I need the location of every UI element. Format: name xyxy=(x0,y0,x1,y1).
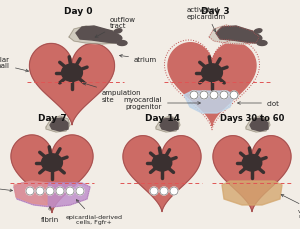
Text: Day 3: Day 3 xyxy=(201,7,229,16)
Polygon shape xyxy=(123,136,201,212)
Circle shape xyxy=(220,92,228,100)
Circle shape xyxy=(190,92,198,100)
Ellipse shape xyxy=(242,155,262,171)
Text: ampulation
site: ampulation site xyxy=(83,83,142,102)
Text: fibrin: fibrin xyxy=(41,207,59,222)
Text: vascularized
regenerate: vascularized regenerate xyxy=(281,195,300,218)
Text: new muscle,
Fgf+: new muscle, Fgf+ xyxy=(0,180,13,192)
Text: outflow
tract: outflow tract xyxy=(95,16,136,38)
Circle shape xyxy=(150,187,158,195)
Polygon shape xyxy=(250,118,268,131)
Text: atrium: atrium xyxy=(119,55,157,63)
Ellipse shape xyxy=(257,41,267,46)
Ellipse shape xyxy=(202,65,222,82)
Text: ventricular
wall: ventricular wall xyxy=(0,56,28,73)
Ellipse shape xyxy=(110,35,122,41)
Polygon shape xyxy=(222,181,282,205)
Text: Days 30 to 60: Days 30 to 60 xyxy=(220,114,284,123)
Ellipse shape xyxy=(114,30,122,34)
Ellipse shape xyxy=(61,65,82,82)
Ellipse shape xyxy=(152,155,172,171)
Polygon shape xyxy=(14,183,90,207)
Circle shape xyxy=(46,187,54,195)
Polygon shape xyxy=(216,27,259,44)
Text: Day 0: Day 0 xyxy=(64,7,92,16)
Polygon shape xyxy=(168,44,256,126)
Text: epicardial-derived
cells, Fgfr+: epicardial-derived cells, Fgfr+ xyxy=(65,200,122,224)
Circle shape xyxy=(76,187,84,195)
Ellipse shape xyxy=(254,30,262,34)
Polygon shape xyxy=(160,118,178,131)
Text: activated
epicardium: activated epicardium xyxy=(187,7,226,33)
Ellipse shape xyxy=(117,41,127,46)
Ellipse shape xyxy=(42,154,62,172)
Polygon shape xyxy=(46,117,70,132)
Text: Day 14: Day 14 xyxy=(145,114,179,123)
Polygon shape xyxy=(11,135,93,213)
Circle shape xyxy=(200,92,208,100)
Circle shape xyxy=(170,187,178,195)
Circle shape xyxy=(230,92,238,100)
Polygon shape xyxy=(209,26,259,45)
Polygon shape xyxy=(156,117,180,132)
Polygon shape xyxy=(76,27,119,44)
Circle shape xyxy=(36,187,44,195)
Polygon shape xyxy=(246,117,270,132)
Text: clot: clot xyxy=(238,101,280,106)
Circle shape xyxy=(210,92,218,100)
Ellipse shape xyxy=(250,35,262,41)
Text: Day 7: Day 7 xyxy=(38,114,66,123)
Text: myocardial
progenitor: myocardial progenitor xyxy=(123,97,200,110)
Polygon shape xyxy=(69,27,119,45)
Polygon shape xyxy=(29,44,115,125)
Circle shape xyxy=(56,187,64,195)
Polygon shape xyxy=(50,118,68,131)
Polygon shape xyxy=(184,92,234,114)
Circle shape xyxy=(66,187,74,195)
Circle shape xyxy=(160,187,168,195)
Circle shape xyxy=(26,187,34,195)
Polygon shape xyxy=(213,136,291,212)
Polygon shape xyxy=(14,181,47,205)
